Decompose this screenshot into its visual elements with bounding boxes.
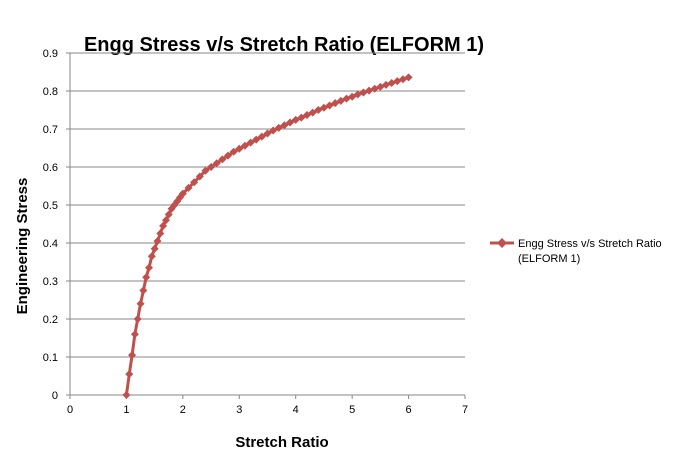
data-point [263, 129, 272, 138]
data-point [178, 189, 187, 198]
data-point [195, 172, 204, 181]
x-tick-label: 6 [406, 404, 412, 416]
data-point [147, 252, 156, 261]
y-tick-label: 0.7 [43, 124, 58, 136]
x-tick-label: 3 [236, 404, 242, 416]
axes [66, 52, 466, 399]
y-tick-label: 0.3 [43, 276, 58, 288]
y-tick-label: 0 [52, 390, 58, 402]
data-point [240, 141, 249, 150]
data-point [235, 144, 244, 153]
x-tick-label: 1 [123, 404, 129, 416]
data-point [252, 135, 261, 144]
data-point [145, 263, 153, 272]
series [122, 73, 413, 399]
data-point [212, 159, 221, 168]
data-point [156, 229, 165, 238]
data-point [133, 315, 142, 323]
chart-title: Engg Stress v/s Stretch Ratio (ELFORM 1) [84, 34, 484, 56]
x-axis-title: Stretch Ratio [235, 434, 328, 451]
legend-marker [497, 238, 507, 248]
data-point [280, 121, 289, 130]
y-axis-title: Engineering Stress [14, 178, 31, 315]
data-point [139, 286, 148, 295]
tick-labels: 0 0.1 0.2 0.3 0.4 0.5 0.6 0.7 0.8 0.9 0 1 2 3 4 5 6 7 [43, 48, 468, 416]
data-point [269, 126, 278, 135]
data-point [128, 351, 137, 360]
y-tick-label: 0.6 [43, 162, 58, 174]
data-point [122, 391, 131, 399]
x-tick-label: 5 [349, 404, 355, 416]
x-tick-label: 2 [180, 404, 186, 416]
x-tick-label: 0 [67, 404, 73, 416]
data-point [184, 183, 193, 192]
data-point [404, 73, 413, 82]
legend-label-line2: (ELFORM 1) [518, 253, 580, 265]
data-point [257, 132, 266, 141]
data-point [136, 299, 145, 308]
data-point [201, 166, 210, 175]
y-tick-label: 0.9 [43, 48, 58, 60]
y-tick-label: 0.2 [43, 314, 58, 326]
data-point [286, 118, 295, 127]
data-point [207, 163, 216, 171]
data-point [297, 113, 306, 122]
data-point [161, 216, 170, 225]
data-point [125, 370, 134, 379]
data-point [308, 108, 317, 117]
y-tick-label: 0.5 [43, 200, 58, 212]
data-point [142, 273, 151, 282]
data-point [224, 151, 232, 160]
data-point [218, 155, 227, 164]
data-point [130, 330, 139, 339]
data-point [190, 178, 199, 187]
data-point [150, 244, 159, 253]
data-point [274, 123, 283, 132]
y-tick-label: 0.8 [43, 86, 58, 98]
grid [70, 52, 465, 358]
x-tick-label: 7 [462, 404, 468, 416]
data-point [153, 237, 162, 246]
x-tick-label: 4 [293, 404, 299, 416]
data-point [229, 147, 238, 156]
y-tick-label: 0.1 [43, 352, 58, 364]
data-point [246, 138, 255, 147]
legend: Engg Stress v/s Stretch Ratio (ELFORM 1) [490, 238, 662, 265]
series-line [124, 75, 410, 396]
data-point [164, 210, 173, 219]
legend-label-line1: Engg Stress v/s Stretch Ratio [518, 238, 662, 250]
y-tick-label: 0.4 [43, 238, 58, 250]
data-point [159, 221, 168, 230]
